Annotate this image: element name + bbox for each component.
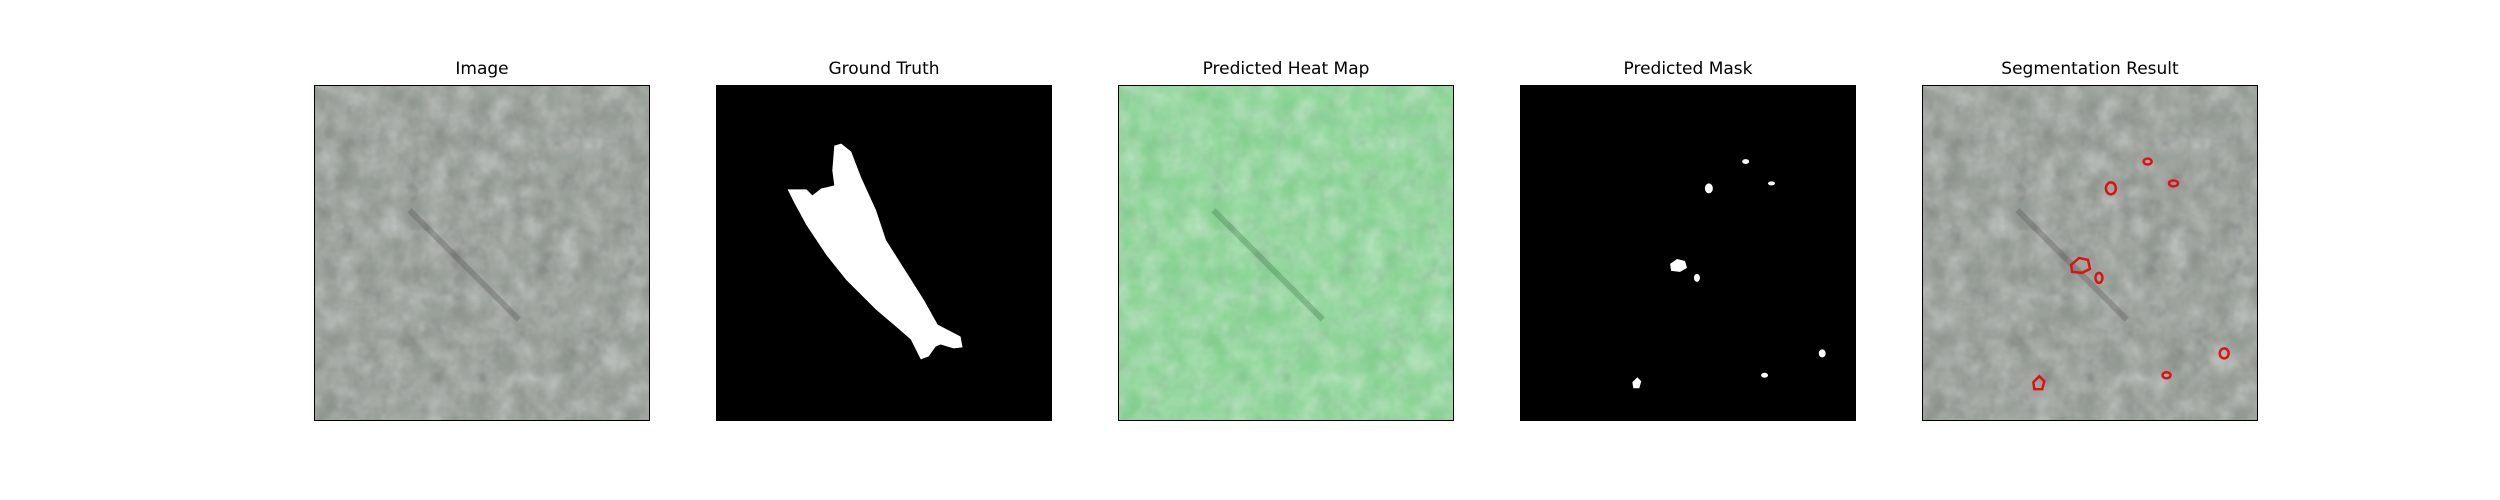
ground-truth-panel [716, 85, 1052, 421]
predicted-mask [1521, 86, 1855, 420]
heat-map-panel [1118, 85, 1454, 421]
image-panel [314, 85, 650, 421]
panel-title-predicted-mask: Predicted Mask [1623, 59, 1753, 79]
panel-title-heat-map: Predicted Heat Map [1202, 59, 1370, 79]
predicted-blobs [1632, 159, 1826, 389]
panel-title-segmentation-result: Segmentation Result [2001, 59, 2179, 79]
panel-title-ground-truth: Ground Truth [828, 59, 940, 79]
segmentation-overlay [1923, 86, 2257, 420]
contours [2032, 157, 2230, 391]
texture-image [315, 86, 649, 420]
ground-truth-region [787, 143, 963, 360]
panel-title-image: Image [455, 59, 509, 79]
heat-map-image [1119, 86, 1453, 420]
segmentation-result-panel [1922, 85, 2258, 421]
ground-truth-mask [717, 86, 1051, 420]
predicted-mask-panel [1520, 85, 1856, 421]
